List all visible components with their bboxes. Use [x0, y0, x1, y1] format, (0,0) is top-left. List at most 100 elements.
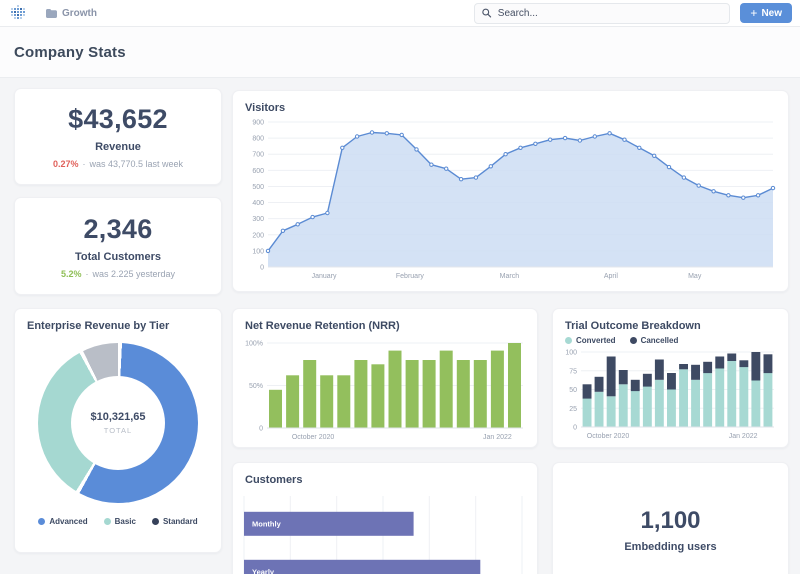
donut-total-value: $10,321,65 [90, 411, 146, 423]
stacked-bar-segment [582, 398, 592, 427]
data-point [607, 131, 612, 136]
legend-dot-icon [103, 518, 111, 525]
bar [337, 375, 351, 428]
tier-revenue-card[interactable]: Enterprise Revenue by Tier $10,321,65 TO… [14, 308, 222, 553]
legend-item-cancelled[interactable]: Cancelled [629, 336, 679, 345]
app-logo-icon[interactable] [11, 4, 28, 22]
data-point [666, 164, 672, 170]
revenue-card[interactable]: $43,652 Revenue 0.27% · was 43,770.5 las… [14, 88, 222, 185]
data-point [354, 134, 360, 139]
axis-tick-label: 100 [565, 350, 577, 357]
stacked-bar-segment [606, 396, 616, 427]
page-header: Company Stats [0, 27, 800, 78]
axis-tick-label: 200 [252, 232, 264, 239]
plus-icon: + [750, 6, 758, 20]
stacked-bar-segment [594, 376, 604, 392]
stacked-bar-segment [715, 368, 725, 427]
data-point [770, 185, 776, 191]
customers-chart[interactable]: Monthly Yearly [242, 488, 528, 574]
stacked-bar-segment [618, 370, 628, 385]
axis-tick-label: October 2020 [587, 433, 630, 440]
bar [244, 511, 414, 536]
stacked-bar-segment [691, 364, 700, 380]
stacked-bar-segment [654, 379, 664, 428]
tier-donut-chart[interactable]: $10,321,65 TOTAL [38, 343, 198, 503]
axis-tick-label: Jan 2022 [729, 433, 758, 440]
axis-tick-label: 800 [252, 136, 264, 143]
axis-tick-label: 50 [569, 387, 577, 394]
stacked-bar-segment [727, 353, 737, 361]
data-point [399, 132, 404, 138]
embedding-users-label: Embedding users [624, 541, 717, 553]
donut-total-label: TOTAL [103, 426, 133, 435]
page-title: Company Stats [14, 43, 126, 61]
visitors-title: Visitors [245, 102, 286, 114]
axis-tick-label: 0 [573, 425, 577, 432]
legend-item-basic[interactable]: Basic [103, 517, 136, 526]
tier-revenue-title: Enterprise Revenue by Tier [27, 320, 170, 332]
stacked-bar-segment [679, 364, 688, 370]
axis-tick-label: May [688, 273, 702, 280]
stacked-bar-segment [667, 373, 676, 390]
search-input[interactable] [497, 7, 723, 19]
legend-item-advanced[interactable]: Advanced [38, 517, 88, 526]
axis-tick-label: Jan 2022 [483, 434, 512, 441]
legend-item-converted[interactable]: Converted [565, 336, 616, 345]
stacked-bar-segment [691, 379, 700, 428]
data-point [755, 193, 761, 198]
total-customers-card[interactable]: 2,346 Total Customers 5.2% · was 2.225 y… [14, 197, 222, 295]
bar [354, 360, 368, 428]
breadcrumb[interactable]: Growth [46, 8, 97, 19]
nrr-card[interactable]: Net Revenue Retention (NRR) 0 50% 100% Octo… [232, 308, 538, 448]
data-point [622, 137, 627, 142]
data-point [726, 193, 731, 198]
trial-outcome-card[interactable]: Trial Outcome Breakdown Converted Cancell… [552, 308, 789, 448]
legend-label: Cancelled [640, 336, 679, 345]
axis-tick-label: February [396, 273, 425, 280]
axis-tick-label: 100% [245, 341, 263, 348]
stacked-bar-segment [642, 386, 652, 427]
stacked-bar-segment [618, 384, 628, 427]
legend-item-standard[interactable]: Standard [151, 517, 198, 526]
search-box[interactable] [474, 2, 731, 24]
data-point [518, 145, 523, 150]
total-customers-note: was 2.225 yesterday [92, 268, 176, 279]
data-point [592, 134, 597, 139]
trial-outcome-chart[interactable]: 0 25 50 75 100 October 2020 Jan 2022 [561, 347, 780, 441]
tier-legend: Advanced Basic Standard [15, 517, 221, 526]
nrr-chart[interactable]: 0 50% 100% October 2020 Jan 2022 [241, 334, 529, 444]
axis-tick-label: 50% [249, 383, 263, 390]
stacked-bar-segment [703, 361, 713, 374]
bar [508, 343, 521, 428]
bar [388, 350, 402, 428]
breadcrumb-label: Growth [62, 7, 97, 19]
axis-tick-label: October 2020 [292, 434, 335, 441]
new-button[interactable]: + New [740, 3, 792, 23]
data-point [637, 145, 642, 150]
axis-tick-label: 400 [252, 200, 264, 207]
visitors-card[interactable]: Visitors 0 100 200 300 400 500 600 700 800 900 Jan… [232, 90, 789, 292]
bar [286, 375, 300, 428]
data-point [310, 214, 315, 220]
search-icon [482, 8, 492, 18]
data-point [548, 137, 553, 142]
data-point [503, 152, 508, 157]
total-customers-label: Total Customers [75, 250, 161, 263]
visitors-chart[interactable]: 0 100 200 300 400 500 600 700 800 900 January Febru… [240, 116, 781, 289]
customers-card[interactable]: Customers Monthly Yearly [232, 462, 538, 574]
data-point [280, 228, 286, 234]
data-point [652, 153, 657, 158]
axis-tick-label: 500 [252, 184, 264, 191]
stacked-bar-segment [739, 360, 749, 368]
legend-label: Advanced [49, 517, 88, 526]
data-point [340, 145, 345, 150]
stacked-bar-segment [642, 373, 652, 387]
embedding-users-card[interactable]: 1,100 Embedding users [552, 462, 789, 574]
axis-tick-label: 75 [569, 368, 577, 375]
bar [422, 360, 436, 428]
data-point [681, 175, 687, 180]
legend-dot-icon [565, 337, 572, 344]
axis-tick-label: 900 [252, 120, 264, 127]
stacked-bar-segment [630, 391, 640, 427]
stacked-bar-segment [715, 356, 725, 369]
